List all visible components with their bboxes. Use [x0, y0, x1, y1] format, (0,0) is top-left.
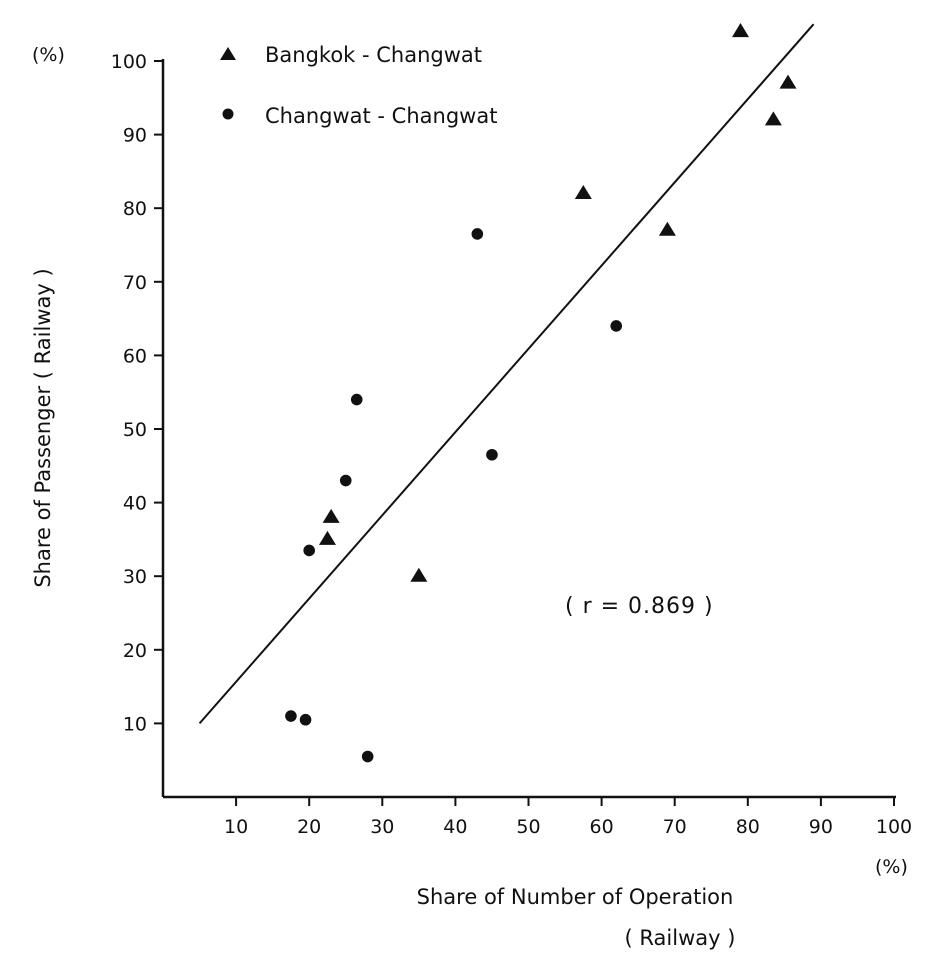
legend-label-bangkok-changwat: Bangkok - Changwat [265, 43, 482, 67]
point-changwat-changwat-4 [339, 474, 352, 487]
x-axis-title: Share of Number of Operation [417, 885, 734, 909]
point-changwat-changwat-5 [303, 544, 316, 557]
point-bangkok-changwat-2 [764, 111, 782, 126]
legend-label-changwat-changwat: Changwat - Changwat [265, 104, 497, 128]
x-tick-label-70: 70 [663, 816, 687, 838]
ticks: 10 20 30 40 50 60 70 80 90 100 10 20 30 40 50 60 70 80 90 1… [111, 51, 912, 838]
y-tick-label-20: 20 [123, 640, 147, 662]
point-changwat-changwat-7 [299, 713, 312, 726]
y-tick-label-50: 50 [123, 419, 147, 441]
x-axis-title-line2: ( Railway ) [625, 926, 736, 950]
legend-marker-triangle [220, 47, 236, 60]
correlation-annotation: ( r = 0.869 ) [565, 594, 714, 619]
x-unit-label: (%) [875, 856, 908, 878]
point-changwat-changwat-3 [486, 448, 498, 461]
point-bangkok-changwat-0 [731, 23, 749, 38]
point-changwat-changwat-0 [471, 228, 484, 240]
x-tick-label-40: 40 [443, 816, 467, 838]
y-tick-label-70: 70 [123, 272, 147, 294]
x-tick-label-10: 10 [224, 816, 248, 838]
y-tick-label-10: 10 [123, 713, 147, 735]
data-points [285, 23, 797, 763]
point-bangkok-changwat-7 [410, 567, 428, 582]
y-tick-label-40: 40 [123, 493, 147, 515]
y-tick-label-90: 90 [123, 125, 147, 147]
x-tick-label-80: 80 [736, 816, 760, 838]
regression-group [198, 23, 815, 725]
x-tick-label-50: 50 [516, 816, 540, 838]
x-tick-label-100: 100 [876, 816, 912, 838]
x-tick-label-60: 60 [590, 816, 614, 838]
y-axis-title: Share of Passenger ( Railway ) [31, 268, 55, 587]
y-tick-label-100: 100 [111, 51, 147, 73]
point-changwat-changwat-6 [285, 710, 297, 722]
y-tick-label-30: 30 [123, 566, 147, 588]
point-changwat-changwat-8 [361, 750, 374, 763]
y-tick-label-60: 60 [123, 345, 147, 367]
point-bangkok-changwat-1 [779, 74, 797, 89]
axes [161, 59, 896, 799]
y-tick-label-80: 80 [123, 198, 147, 220]
point-bangkok-changwat-5 [322, 508, 340, 523]
legend: Bangkok - Changwat Changwat - Changwat [220, 43, 497, 128]
point-bangkok-changwat-6 [318, 530, 336, 545]
x-tick-label-90: 90 [809, 816, 833, 838]
legend-marker-circle [222, 108, 234, 120]
regression-line [198, 23, 815, 725]
y-unit-label: (%) [32, 44, 65, 66]
point-bangkok-changwat-3 [574, 184, 592, 200]
point-bangkok-changwat-4 [658, 221, 676, 236]
x-tick-label-20: 20 [297, 816, 321, 838]
point-changwat-changwat-2 [350, 393, 363, 406]
point-changwat-changwat-1 [610, 320, 623, 332]
x-tick-label-30: 30 [370, 816, 394, 838]
